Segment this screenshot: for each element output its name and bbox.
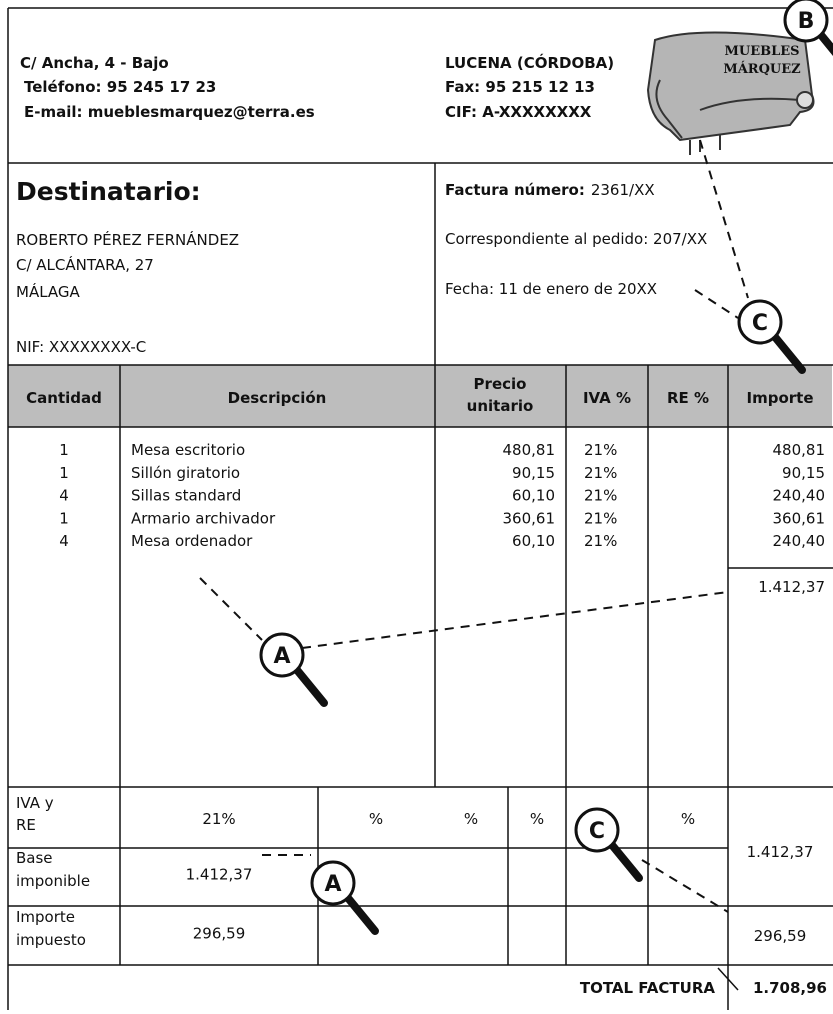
magnifier-handle <box>344 894 379 935</box>
magnifier-handle <box>293 666 328 707</box>
amount: 240,40 <box>773 532 826 550</box>
annotation-label: A <box>273 644 290 669</box>
invoice-date: Fecha: 11 de enero de 20XX <box>445 280 657 298</box>
annotation-label: B <box>798 9 815 34</box>
recipient-line: ROBERTO PÉREZ FERNÁNDEZ <box>16 230 239 249</box>
subtotal: 1.412,37 <box>758 578 825 596</box>
magnifier-handle <box>608 841 643 882</box>
magnifier-lens <box>574 807 620 853</box>
totals-cell: % <box>369 810 383 828</box>
address-right: CIF: A-XXXXXXXX <box>445 103 592 121</box>
unit-price: 480,81 <box>503 441 556 459</box>
totals-cell: % <box>464 810 478 828</box>
base-total: 1.412,37 <box>747 843 814 861</box>
totals-label: RE <box>16 816 36 834</box>
unit-price: 90,15 <box>512 464 555 482</box>
unit-price: 60,10 <box>512 532 555 550</box>
description: Sillas standard <box>131 487 241 505</box>
recipient-nif: NIF: XXXXXXXX-C <box>16 338 146 356</box>
unit-price: 60,10 <box>512 487 555 505</box>
column-header: Descripción <box>228 389 327 407</box>
address-left: Teléfono: 95 245 17 23 <box>24 78 216 96</box>
column-header: RE % <box>667 389 709 407</box>
annotation-lines <box>199 139 749 991</box>
amount: 90,15 <box>782 464 825 482</box>
column-header: Cantidad <box>26 389 102 407</box>
invoice-number-label: Factura número: <box>445 181 585 199</box>
totals-cell: 21% <box>202 810 235 828</box>
logo-sofa <box>646 31 815 155</box>
magnifier-lens <box>783 0 829 43</box>
unit-price: 360,61 <box>503 509 556 527</box>
total-label: TOTAL FACTURA <box>580 979 716 997</box>
totals-label: Base <box>16 849 53 867</box>
vat: 21% <box>584 441 617 459</box>
totals-label: IVA y <box>16 794 54 812</box>
address-left: E-mail: mueblesmarquez@terra.es <box>24 103 315 121</box>
totals-label: Importe <box>16 908 75 926</box>
address-right: Fax: 95 215 12 13 <box>445 78 595 96</box>
totals-cell: 1.412,37 <box>186 866 253 884</box>
tax-total: 296,59 <box>754 927 807 945</box>
description: Mesa ordenador <box>131 532 253 550</box>
logo-text: MUEBLES <box>724 44 799 59</box>
totals-cell: % <box>530 810 544 828</box>
quantity: 4 <box>59 532 69 550</box>
quantity: 1 <box>59 464 69 482</box>
invoice-number-line: Factura número: 2361/XX <box>445 181 655 199</box>
vat: 21% <box>584 487 617 505</box>
recipient-line: MÁLAGA <box>16 282 81 301</box>
vat: 21% <box>584 532 617 550</box>
table-header-bg <box>8 365 832 427</box>
amount: 240,40 <box>773 487 826 505</box>
amount: 360,61 <box>773 509 826 527</box>
column-header: IVA % <box>583 389 631 407</box>
annotation-label: C <box>589 819 605 844</box>
magnifier-lens <box>259 632 305 678</box>
vat: 21% <box>584 509 617 527</box>
totals-label: imponible <box>16 872 90 890</box>
description: Sillón giratorio <box>131 464 240 482</box>
totals-cell: % <box>681 810 695 828</box>
grid <box>7 7 833 1010</box>
totals-cell: 296,59 <box>193 925 246 943</box>
recipient-line: C/ ALCÁNTARA, 27 <box>16 255 154 274</box>
column-header: Importe <box>747 389 814 407</box>
annotation-label: C <box>752 311 768 336</box>
magnifier-handle <box>771 333 806 374</box>
invoice-order: Correspondiente al pedido: 207/XX <box>445 230 707 248</box>
vat: 21% <box>584 464 617 482</box>
recipient-title: Destinatario: <box>16 177 201 206</box>
description: Mesa escritorio <box>131 441 245 459</box>
description: Armario archivador <box>131 509 276 527</box>
logo-text: MÁRQUEZ <box>723 61 801 77</box>
magnifier-lens <box>310 860 356 906</box>
address-left: C/ Ancha, 4 - Bajo <box>20 54 169 72</box>
totals-label: impuesto <box>16 931 86 949</box>
total: 1.708,96 <box>753 979 827 997</box>
quantity: 1 <box>59 509 69 527</box>
quantity: 4 <box>59 487 69 505</box>
invoice-number: 2361/XX <box>591 181 655 199</box>
amount: 480,81 <box>773 441 826 459</box>
column-header: Precio <box>474 375 527 393</box>
magnifier-handle <box>817 31 833 56</box>
quantity: 1 <box>59 441 69 459</box>
annotation-label: A <box>324 872 341 897</box>
column-header: unitario <box>467 397 534 415</box>
magnifier-lens <box>737 299 783 345</box>
address-right: LUCENA (CÓRDOBA) <box>445 53 614 72</box>
